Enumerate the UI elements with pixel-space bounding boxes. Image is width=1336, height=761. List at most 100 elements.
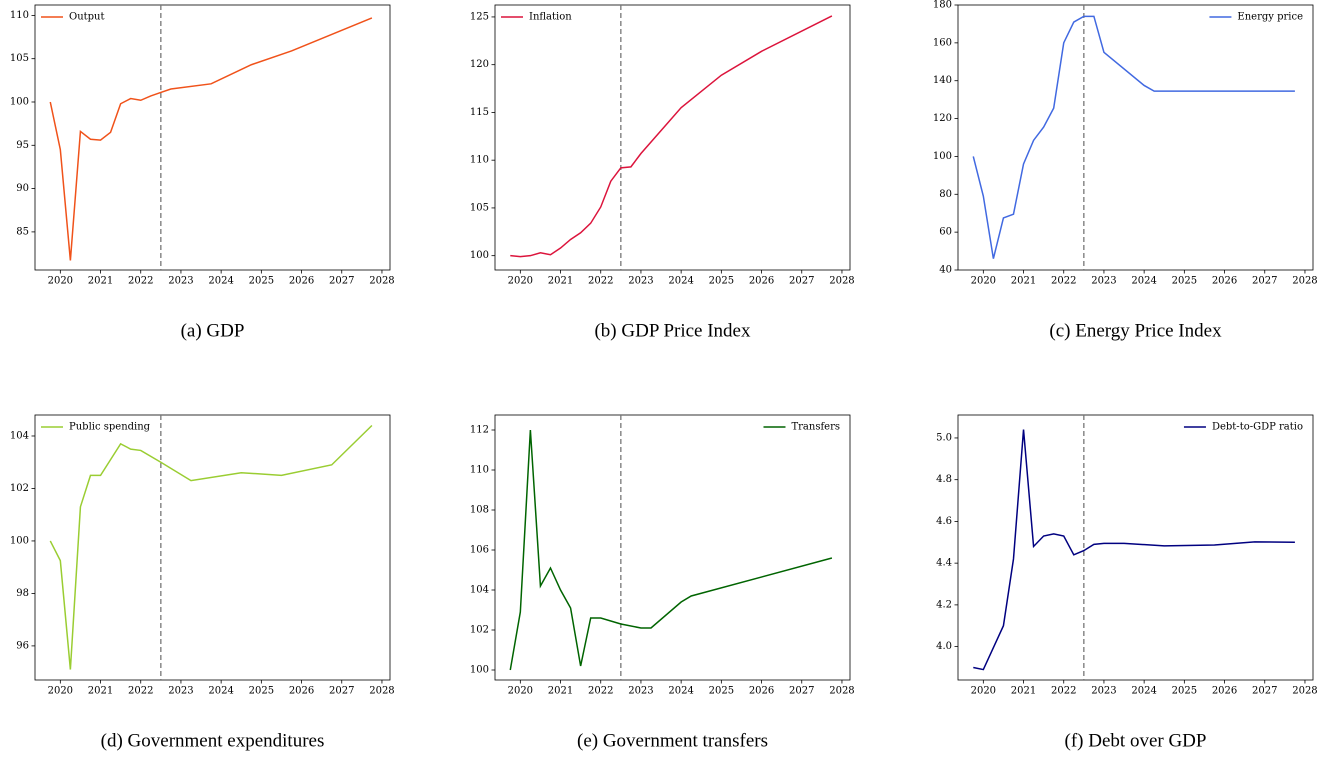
x-tick-label: 2020 — [48, 686, 73, 697]
y-tick-label: 115 — [470, 107, 489, 118]
x-tick-label: 2027 — [789, 686, 814, 697]
y-tick-label: 98 — [16, 588, 29, 599]
x-tick-label: 2021 — [548, 276, 573, 287]
series-line — [973, 429, 1295, 671]
y-tick-label: 105 — [10, 53, 29, 64]
y-tick-label: 40 — [939, 265, 952, 276]
x-tick-label: 2027 — [329, 276, 354, 287]
x-tick-label: 2025 — [249, 686, 274, 697]
x-tick-label: 2024 — [1131, 686, 1156, 697]
y-tick-label: 5.0 — [936, 432, 952, 443]
x-tick-label: 2027 — [1252, 276, 1277, 287]
legend-label: Public spending — [69, 422, 151, 433]
x-tick-label: 2021 — [548, 686, 573, 697]
x-tick-label: 2024 — [668, 686, 693, 697]
series-line — [49, 424, 373, 670]
y-tick-label: 100 — [933, 151, 952, 162]
panel-caption: (a) GDP — [181, 320, 245, 341]
x-tick-label: 2028 — [369, 686, 394, 697]
series-line — [510, 15, 833, 258]
x-tick-label: 2021 — [88, 686, 113, 697]
x-tick-label: 2024 — [208, 276, 233, 287]
series-line — [509, 429, 833, 671]
y-tick-label: 110 — [470, 465, 489, 476]
y-tick-label: 120 — [470, 59, 489, 70]
y-tick-label: 102 — [470, 625, 489, 636]
y-tick-label: 180 — [933, 0, 952, 11]
y-tick-label: 140 — [933, 75, 952, 86]
y-tick-label: 104 — [470, 585, 489, 596]
x-tick-label: 2022 — [588, 276, 613, 287]
series-line — [49, 17, 373, 261]
legend-label: Debt-to-GDP ratio — [1212, 422, 1303, 433]
x-tick-label: 2025 — [1172, 276, 1197, 287]
x-tick-label: 2025 — [249, 276, 274, 287]
x-tick-label: 2022 — [128, 276, 153, 287]
legend-label: Output — [69, 12, 105, 23]
plot-frame — [957, 4, 1314, 271]
y-tick-label: 100 — [470, 250, 489, 261]
legend-label: Transfers — [791, 422, 840, 433]
panel-caption: (e) Government transfers — [577, 730, 768, 751]
x-tick-label: 2026 — [1212, 686, 1237, 697]
x-tick-label: 2024 — [1131, 276, 1156, 287]
x-tick-label: 2026 — [289, 276, 314, 287]
y-tick-label: 4.4 — [936, 558, 952, 569]
x-tick-label: 2025 — [1172, 686, 1197, 697]
x-tick-label: 2027 — [789, 276, 814, 287]
x-tick-label: 2023 — [168, 686, 193, 697]
legend-label: Energy price — [1237, 12, 1303, 23]
x-tick-label: 2023 — [628, 686, 653, 697]
x-tick-label: 2022 — [1051, 276, 1076, 287]
y-tick-label: 4.8 — [936, 474, 952, 485]
x-tick-label: 2023 — [1091, 686, 1116, 697]
series-line — [972, 15, 1295, 259]
x-tick-label: 2025 — [709, 686, 734, 697]
y-tick-label: 106 — [470, 545, 489, 556]
y-tick-label: 160 — [933, 37, 952, 48]
y-tick-label: 4.6 — [936, 516, 952, 527]
y-tick-label: 100 — [470, 665, 489, 676]
y-tick-label: 102 — [10, 483, 29, 494]
x-tick-label: 2024 — [208, 686, 233, 697]
x-tick-label: 2028 — [369, 276, 394, 287]
y-tick-label: 100 — [10, 96, 29, 107]
x-tick-label: 2023 — [1091, 276, 1116, 287]
x-tick-label: 2020 — [508, 686, 533, 697]
plot-frame — [34, 4, 391, 271]
x-tick-label: 2021 — [1011, 686, 1036, 697]
x-tick-label: 2024 — [668, 276, 693, 287]
x-tick-label: 2023 — [628, 276, 653, 287]
y-tick-label: 100 — [10, 535, 29, 546]
x-tick-label: 2020 — [971, 276, 996, 287]
x-tick-label: 2020 — [508, 276, 533, 287]
y-tick-label: 104 — [10, 430, 29, 441]
plot-frame — [34, 414, 391, 681]
plot-frame — [494, 4, 851, 271]
panel-caption: (f) Debt over GDP — [1065, 730, 1207, 751]
y-tick-label: 110 — [10, 10, 29, 21]
y-tick-label: 60 — [939, 227, 952, 238]
y-tick-label: 95 — [16, 140, 29, 151]
y-tick-label: 105 — [470, 202, 489, 213]
x-tick-label: 2026 — [289, 686, 314, 697]
x-tick-label: 2020 — [971, 686, 996, 697]
x-tick-label: 2027 — [329, 686, 354, 697]
x-tick-label: 2022 — [1051, 686, 1076, 697]
y-tick-label: 125 — [470, 11, 489, 22]
x-tick-label: 2026 — [749, 276, 774, 287]
y-tick-label: 96 — [16, 640, 29, 651]
plot-frame — [957, 414, 1314, 681]
x-tick-label: 2026 — [1212, 276, 1237, 287]
y-tick-label: 4.0 — [936, 641, 952, 652]
x-tick-label: 2028 — [1292, 686, 1317, 697]
x-tick-label: 2026 — [749, 686, 774, 697]
y-tick-label: 108 — [470, 505, 489, 516]
legend-label: Inflation — [529, 12, 572, 23]
y-tick-label: 80 — [939, 189, 952, 200]
y-tick-label: 4.2 — [936, 599, 952, 610]
panel-caption: (c) Energy Price Index — [1049, 320, 1222, 341]
x-tick-label: 2020 — [48, 276, 73, 287]
panel-caption: (d) Government expenditures — [101, 730, 325, 751]
